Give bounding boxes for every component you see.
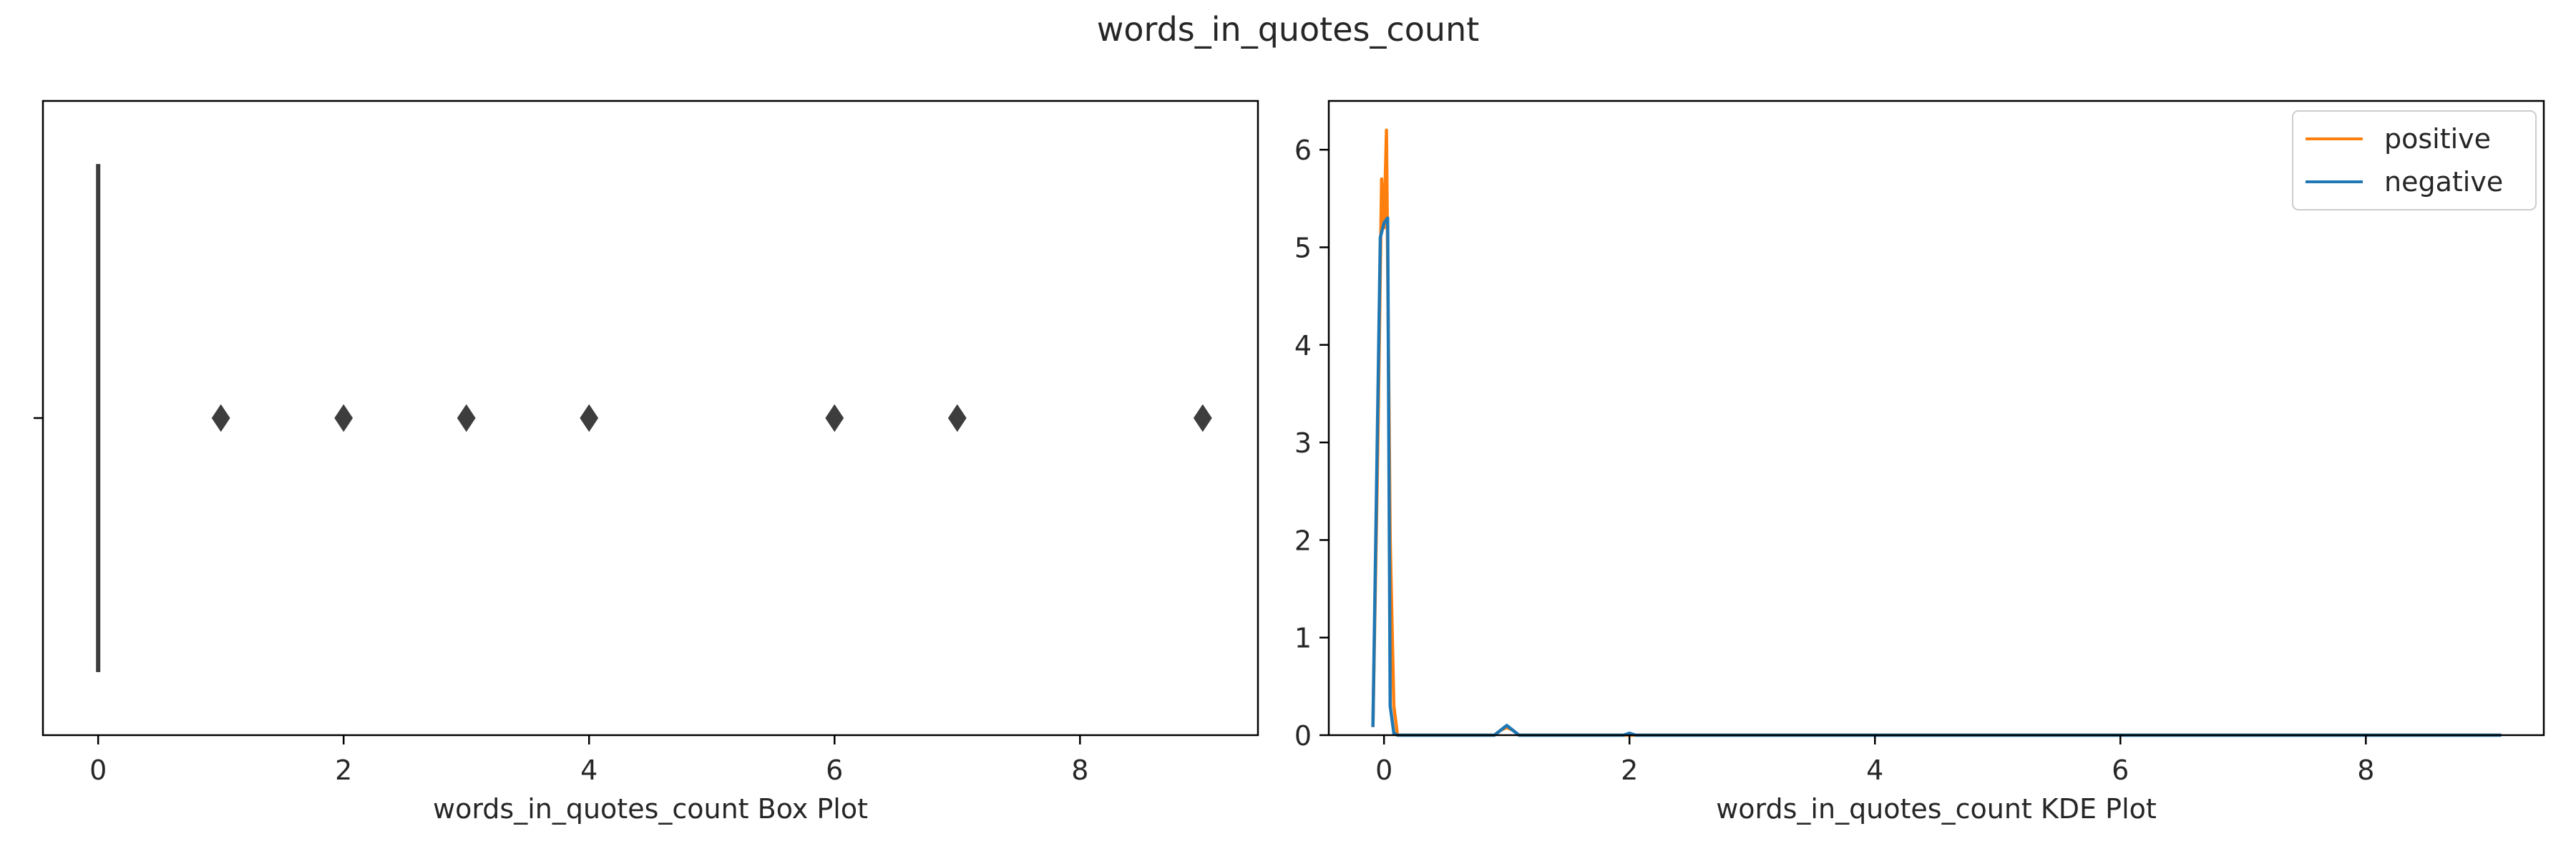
box-plot-x-label: words_in_quotes_count Box Plot — [433, 793, 868, 825]
kde-series-line-positive — [1371, 128, 2502, 737]
box-plot-outlier-point — [457, 404, 476, 432]
legend: positive negative — [2292, 110, 2537, 210]
kde-plot-panel: 0 2 4 6 8 0 1 2 3 4 5 6 words_in_quotes_count KDE … — [1294, 100, 2545, 825]
legend-label-positive: positive — [2384, 123, 2491, 155]
kde-plot-lines — [1371, 128, 2502, 737]
box-plot-x-tick-label: 0 — [89, 754, 107, 786]
box-plot-x-tick-label: 6 — [826, 754, 843, 786]
kde-plot-x-tick-label: 6 — [2112, 754, 2129, 786]
legend-label-negative: negative — [2384, 166, 2503, 198]
legend-frame — [2292, 110, 2537, 210]
box-plot-panel: 0 2 4 6 8 words_in_quotes_count Box Plot — [34, 100, 1259, 825]
box-plot-x-ticks: 0 2 4 6 8 — [89, 735, 1088, 786]
kde-plot-y-tick-label: 0 — [1294, 720, 1312, 752]
box-plot-outlier-point — [334, 404, 353, 432]
kde-plot-y-tick-label: 6 — [1294, 135, 1312, 166]
kde-plot-frame — [1327, 100, 2545, 737]
kde-plot-y-tick-label: 5 — [1294, 232, 1312, 263]
kde-plot-x-tick-label: 8 — [2357, 754, 2374, 786]
box-plot-outlier-point — [1193, 404, 1212, 432]
box-plot-marks — [96, 164, 1212, 672]
kde-plot-y-tick-label: 2 — [1294, 525, 1312, 556]
kde-plot-x-tick-label: 2 — [1621, 754, 1638, 786]
kde-plot-x-tick-label: 0 — [1375, 754, 1392, 786]
kde-series-line-negative — [1371, 216, 2502, 737]
kde-plot-x-ticks: 0 2 4 6 8 — [1375, 735, 2374, 786]
box-plot-x-tick-label: 4 — [580, 754, 597, 786]
box-plot-outlier-point — [825, 404, 844, 432]
box-plot-outlier-point — [211, 404, 230, 432]
box-plot-outlier-point — [947, 404, 967, 432]
kde-plot-x-tick-label: 4 — [1866, 754, 1883, 786]
kde-plot-y-tick-label: 4 — [1294, 330, 1312, 361]
kde-plot-x-label: words_in_quotes_count KDE Plot — [1716, 793, 2157, 825]
box-plot-x-tick-label: 8 — [1071, 754, 1088, 786]
box-plot-outlier-point — [580, 404, 599, 432]
kde-plot-y-tick-label: 3 — [1294, 427, 1312, 459]
box-plot-x-tick-label: 2 — [335, 754, 352, 786]
kde-plot-y-tick-label: 1 — [1294, 623, 1312, 654]
kde-plot-y-ticks: 0 1 2 3 4 5 6 — [1294, 135, 1329, 752]
figure-title: words_in_quotes_count — [1097, 10, 1480, 49]
